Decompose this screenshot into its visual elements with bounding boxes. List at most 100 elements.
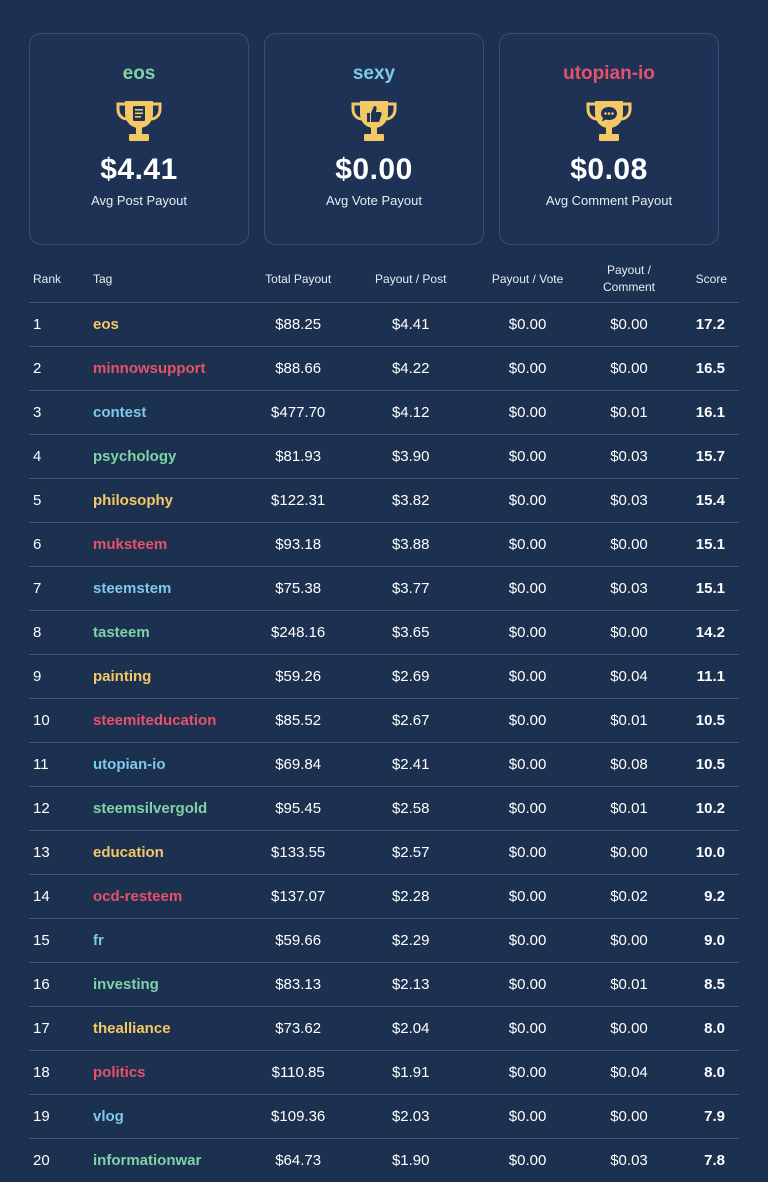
payout-per-comment-cell: $0.04 bbox=[586, 655, 672, 699]
tag-cell[interactable]: tasteem bbox=[92, 611, 244, 655]
payout-per-vote-cell: $0.00 bbox=[469, 1095, 586, 1139]
payout-per-comment-cell: $0.00 bbox=[586, 303, 672, 347]
tag-cell[interactable]: fr bbox=[92, 919, 244, 963]
payout-per-post-cell: $2.58 bbox=[352, 787, 469, 831]
header-total-payout: Total Payout bbox=[244, 256, 352, 303]
tag-cell[interactable]: minnowsupport bbox=[92, 347, 244, 391]
rank-cell: 12 bbox=[29, 787, 92, 831]
payout-per-post-cell: $1.90 bbox=[352, 1139, 469, 1182]
card-tag[interactable]: sexy bbox=[353, 63, 395, 85]
rank-cell: 14 bbox=[29, 875, 92, 919]
tag-cell[interactable]: ocd-resteem bbox=[92, 875, 244, 919]
total-payout-cell: $110.85 bbox=[244, 1051, 352, 1095]
total-payout-cell: $64.73 bbox=[244, 1139, 352, 1182]
score-cell: 9.2 bbox=[672, 875, 739, 919]
payout-per-comment-cell: $0.03 bbox=[586, 479, 672, 523]
tag-cell[interactable]: eos bbox=[92, 303, 244, 347]
tag-cell[interactable]: investing bbox=[92, 963, 244, 1007]
payout-per-post-cell: $3.82 bbox=[352, 479, 469, 523]
tag-cell[interactable]: philosophy bbox=[92, 479, 244, 523]
total-payout-cell: $59.66 bbox=[244, 919, 352, 963]
tag-cell[interactable]: education bbox=[92, 831, 244, 875]
rank-cell: 18 bbox=[29, 1051, 92, 1095]
rank-cell: 8 bbox=[29, 611, 92, 655]
rank-cell: 2 bbox=[29, 347, 92, 391]
tag-cell[interactable]: contest bbox=[92, 391, 244, 435]
score-cell: 10.2 bbox=[672, 787, 739, 831]
payout-per-post-cell: $4.12 bbox=[352, 391, 469, 435]
score-cell: 15.1 bbox=[672, 523, 739, 567]
header-payout-per-comment-line1: Payout / bbox=[607, 263, 651, 277]
rank-cell: 17 bbox=[29, 1007, 92, 1051]
payout-per-vote-cell: $0.00 bbox=[469, 787, 586, 831]
total-payout-cell: $477.70 bbox=[244, 391, 352, 435]
tag-cell[interactable]: psychology bbox=[92, 435, 244, 479]
header-rank: Rank bbox=[29, 256, 92, 303]
payout-per-vote-cell: $0.00 bbox=[469, 347, 586, 391]
payout-per-comment-cell: $0.01 bbox=[586, 787, 672, 831]
tag-cell[interactable]: steemsilvergold bbox=[92, 787, 244, 831]
score-cell: 16.1 bbox=[672, 391, 739, 435]
payout-per-comment-cell: $0.01 bbox=[586, 963, 672, 1007]
tag-cell[interactable]: muksteem bbox=[92, 523, 244, 567]
tag-cell[interactable]: informationwar bbox=[92, 1139, 244, 1182]
total-payout-cell: $109.36 bbox=[244, 1095, 352, 1139]
tag-cell[interactable]: utopian-io bbox=[92, 743, 244, 787]
card-label: Avg Post Payout bbox=[91, 193, 187, 208]
header-payout-per-post: Payout / Post bbox=[352, 256, 469, 303]
tag-cell[interactable]: painting bbox=[92, 655, 244, 699]
rank-cell: 9 bbox=[29, 655, 92, 699]
card-tag[interactable]: utopian-io bbox=[563, 63, 655, 85]
header-payout-per-comment-line2: Comment bbox=[603, 280, 655, 294]
payout-per-comment-cell: $0.00 bbox=[586, 347, 672, 391]
payout-per-comment-cell: $0.03 bbox=[586, 567, 672, 611]
rank-cell: 7 bbox=[29, 567, 92, 611]
payout-per-vote-cell: $0.00 bbox=[469, 655, 586, 699]
score-cell: 9.0 bbox=[672, 919, 739, 963]
score-cell: 17.2 bbox=[672, 303, 739, 347]
score-cell: 7.9 bbox=[672, 1095, 739, 1139]
tag-cell[interactable]: politics bbox=[92, 1051, 244, 1095]
payout-per-vote-cell: $0.00 bbox=[469, 699, 586, 743]
tag-cell[interactable]: steemiteducation bbox=[92, 699, 244, 743]
payout-per-post-cell: $3.77 bbox=[352, 567, 469, 611]
trophy-comment-icon bbox=[585, 97, 633, 143]
payout-per-post-cell: $2.57 bbox=[352, 831, 469, 875]
payout-per-vote-cell: $0.00 bbox=[469, 743, 586, 787]
payout-per-post-cell: $2.41 bbox=[352, 743, 469, 787]
trophy-document-icon bbox=[115, 97, 163, 143]
card-tag[interactable]: eos bbox=[123, 63, 156, 85]
payout-per-comment-cell: $0.00 bbox=[586, 919, 672, 963]
total-payout-cell: $83.13 bbox=[244, 963, 352, 1007]
total-payout-cell: $93.18 bbox=[244, 523, 352, 567]
payout-per-comment-cell: $0.00 bbox=[586, 611, 672, 655]
score-cell: 10.5 bbox=[672, 743, 739, 787]
score-cell: 15.1 bbox=[672, 567, 739, 611]
tag-cell[interactable]: steemstem bbox=[92, 567, 244, 611]
score-cell: 15.4 bbox=[672, 479, 739, 523]
payout-per-post-cell: $4.41 bbox=[352, 303, 469, 347]
rank-cell: 4 bbox=[29, 435, 92, 479]
score-cell: 15.7 bbox=[672, 435, 739, 479]
score-cell: 14.2 bbox=[672, 611, 739, 655]
payout-per-comment-cell: $0.00 bbox=[586, 1007, 672, 1051]
payout-per-post-cell: $2.67 bbox=[352, 699, 469, 743]
score-cell: 10.0 bbox=[672, 831, 739, 875]
payout-per-comment-cell: $0.00 bbox=[586, 1095, 672, 1139]
tag-cell[interactable]: vlog bbox=[92, 1095, 244, 1139]
payout-per-vote-cell: $0.00 bbox=[469, 391, 586, 435]
tag-cell[interactable]: thealliance bbox=[92, 1007, 244, 1051]
payout-per-post-cell: $2.28 bbox=[352, 875, 469, 919]
rank-cell: 3 bbox=[29, 391, 92, 435]
